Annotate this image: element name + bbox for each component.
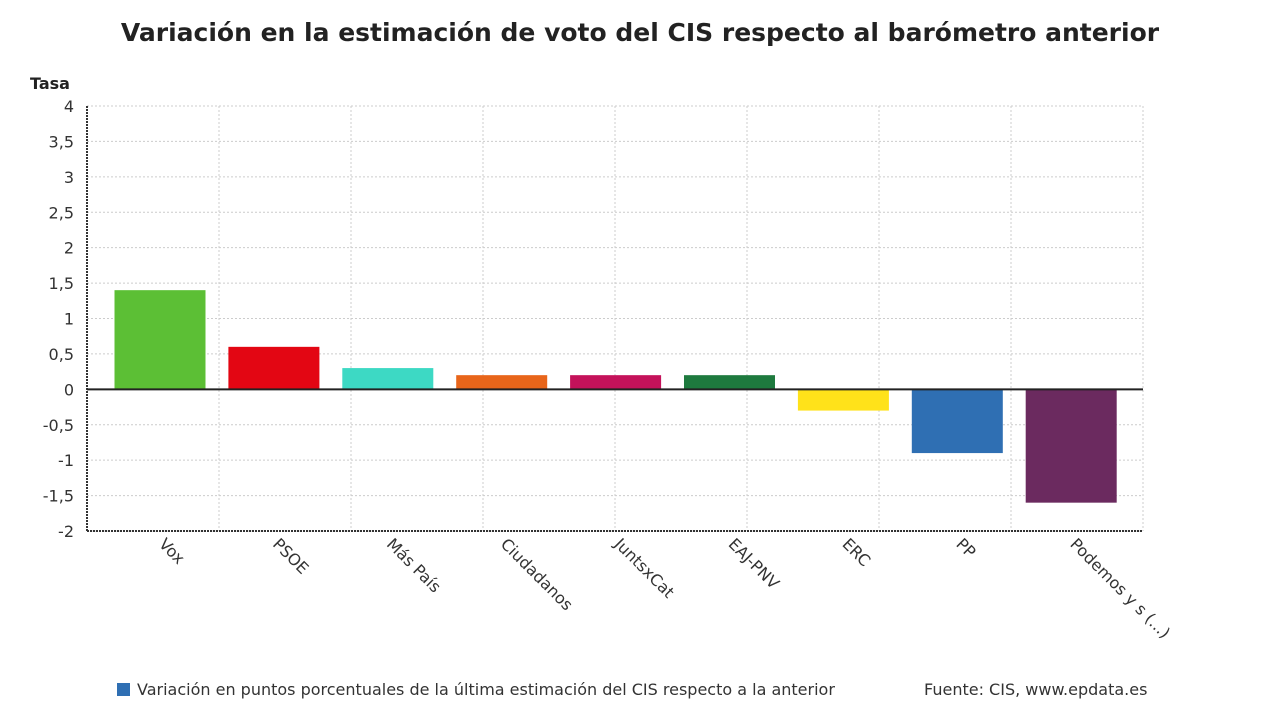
bar-juntsxcat [570,375,662,390]
y-tick-label: -1 [58,451,74,470]
y-tick-label: 1,5 [49,274,74,293]
bar-podemos-y-s- [1025,389,1117,503]
x-tick-label: EAJ-PNV [725,534,783,592]
bar-vox [114,290,206,390]
legend: Variación en puntos porcentuales de la ú… [117,680,835,699]
x-tick-label: Más País [383,534,445,596]
y-tick-label: -0,5 [43,416,74,435]
bar-psoe [228,346,320,390]
y-tick-label: 0,5 [49,345,74,364]
y-axis-label: Tasa [30,74,70,93]
bar-m-s-pa-s [342,368,434,390]
y-tick-label: -1,5 [43,487,74,506]
x-tick-label: PSOE [269,534,312,577]
chart-title: Variación en la estimación de voto del C… [120,18,1160,47]
legend-swatch [117,683,130,696]
y-tick-label: 3 [64,168,74,187]
y-tick-label: 3,5 [49,132,74,151]
x-tick-label: PP [952,534,979,561]
x-tick-label: ERC [839,534,875,570]
x-tick-label: Vox [155,534,189,568]
y-tick-label: -2 [58,522,74,541]
y-tick-label: 1 [64,310,74,329]
x-tick-label: JuntsxCat [610,534,678,602]
y-tick-label: 2,5 [49,203,74,222]
y-tick-label: 4 [64,97,74,116]
y-tick-label: 0 [64,380,74,399]
source-note: Fuente: CIS, www.epdata.es [924,680,1148,699]
bar-ciudadanos [456,375,548,390]
x-tick-label: Podemos y s (...) [1066,534,1174,642]
bar-eaj-pnv [684,375,775,390]
legend-label: Variación en puntos porcentuales de la ú… [137,680,835,699]
bar-pp [911,389,1003,454]
y-tick-label: 2 [64,239,74,258]
bar-erc [797,389,889,411]
x-tick-label: Ciudadanos [497,534,577,614]
